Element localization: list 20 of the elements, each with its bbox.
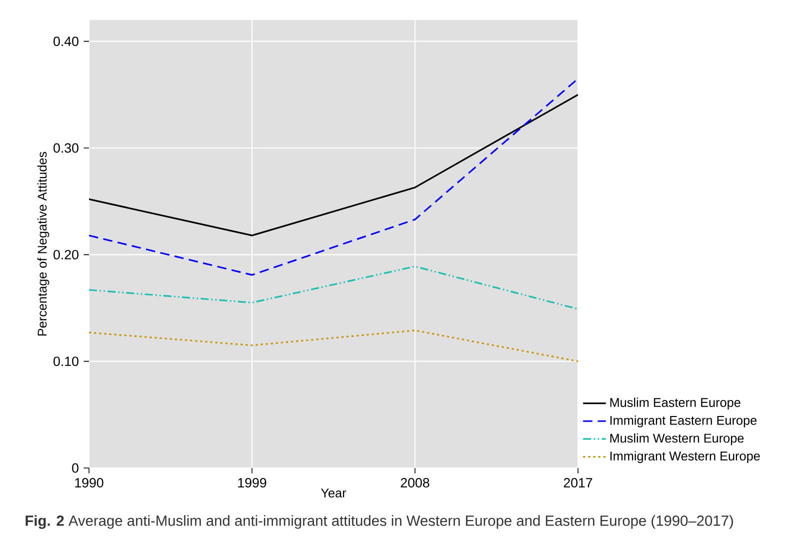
y-tick-label: 0.30: [54, 143, 78, 153]
y-tick-label: 0.40: [54, 36, 78, 46]
line-series: [89, 78, 578, 276]
line-series: [89, 266, 578, 310]
x-tick-label: 1990: [75, 478, 104, 488]
y-axis-title: Percentage of Negative Attitudes: [37, 152, 50, 336]
x-tick-label: 1999: [238, 478, 266, 488]
legend-label: Immigrant Eastern Europe: [610, 416, 757, 428]
x-tick-label: 2008: [400, 478, 430, 488]
text: Fig. 2 Average anti-Muslim and anti-immigrant attitudes in Western Europe and Eastern Europe (1990–2017): [26, 515, 733, 529]
legend-label: Muslim Western Europe: [610, 433, 744, 446]
legend-label: Immigrant Western Europe: [610, 451, 760, 464]
legend-label: Muslim Eastern Europe: [610, 398, 740, 410]
x-axis-title: Year: [320, 488, 346, 498]
x-tick-label: 2017: [564, 478, 592, 488]
y-tick-label: 0.20: [54, 250, 78, 260]
line-series: [89, 94, 578, 236]
y-tick-label: 0.10: [54, 356, 78, 366]
line-series: [89, 330, 578, 362]
y-tick-label: 0: [72, 463, 78, 473]
